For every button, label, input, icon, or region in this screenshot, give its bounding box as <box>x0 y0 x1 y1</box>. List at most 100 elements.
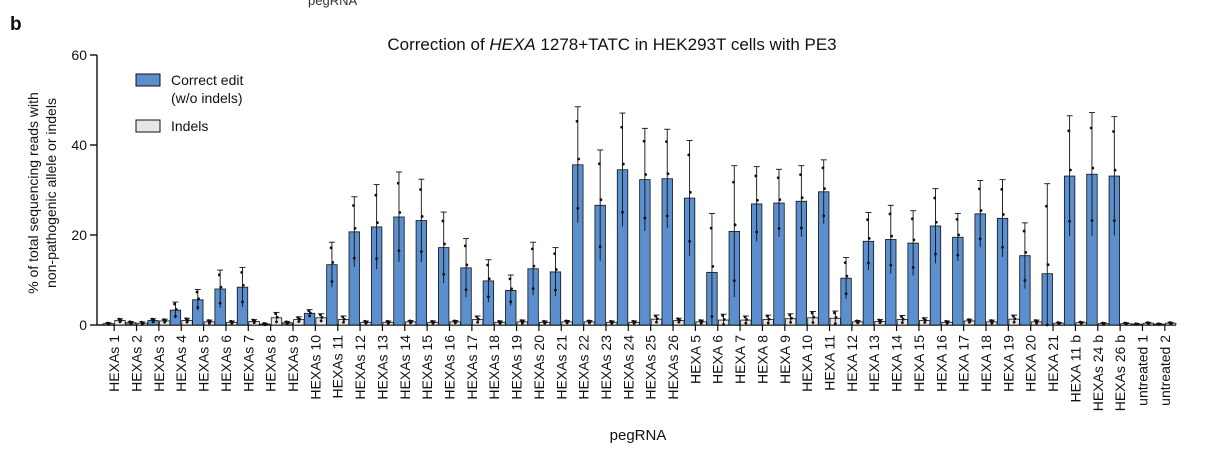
bar-correct-22-point-1 <box>575 119 579 123</box>
bar-correct-34-point-2 <box>844 292 848 296</box>
x-tick-label-37: HEXA 15 <box>911 335 927 392</box>
bar-correct-17-point-2 <box>464 288 468 292</box>
bar-indels-20-point-3 <box>544 320 547 324</box>
bar-indels-4-point-3 <box>186 318 190 322</box>
bar-indels-37-point-3 <box>924 318 927 322</box>
bar-correct-34-point-3 <box>845 274 849 278</box>
bar-indels-8-point-1 <box>274 312 278 316</box>
bar-correct-27-point-3 <box>688 190 692 194</box>
bar-correct-40-point-3 <box>979 209 983 212</box>
bar-indels-5-point-3 <box>208 320 212 324</box>
bar-correct-36-point-2 <box>889 263 893 267</box>
bar-correct-11-point-1 <box>329 246 333 250</box>
bar-correct-41-point-3 <box>1001 213 1005 216</box>
bar-correct-33-point-2 <box>822 214 826 218</box>
bar-indels-23-point-3 <box>611 320 614 324</box>
x-tick-label-29: HEXA 7 <box>732 335 748 384</box>
bar-indels-25-point-2 <box>655 320 658 324</box>
x-tick-label-42: HEXA 20 <box>1023 335 1039 392</box>
bar-correct-25-point-2 <box>643 216 647 220</box>
bar-correct-9-point-3 <box>286 321 290 325</box>
bar-indels-11-point-2 <box>342 320 345 324</box>
bar-correct-2-point-3 <box>130 321 133 325</box>
bar-indels-26-point-3 <box>678 318 682 322</box>
bar-correct-38-point-3 <box>934 220 938 224</box>
x-tick-label-28: HEXA 6 <box>710 335 726 384</box>
x-tick-label-40: HEXA 18 <box>978 335 994 392</box>
x-tick-label-48: untreated 2 <box>1157 335 1173 406</box>
bar-indels-11-point-1 <box>341 315 345 319</box>
x-tick-label-4: HEXAs 4 <box>173 335 189 392</box>
bar-correct-31-point-3 <box>778 198 782 202</box>
bar-indels-24-point-3 <box>633 320 637 324</box>
bar-correct-46-point-2 <box>1112 219 1116 223</box>
bar-indels-30-point-3 <box>767 317 771 321</box>
bar-correct-44-point-3 <box>1069 168 1072 172</box>
bar-correct-43-point-2 <box>1045 323 1049 327</box>
bar-indels-39-point-3 <box>968 319 972 323</box>
bar-correct-38-point-1 <box>933 196 937 200</box>
bar-indels-21-point-3 <box>566 320 570 324</box>
bar-indels-48-point-3 <box>1170 321 1173 325</box>
bar-correct-17-point-3 <box>465 263 469 267</box>
x-tick-label-47: untreated 1 <box>1134 335 1150 406</box>
bar-indels-40-point-3 <box>991 320 994 324</box>
bar-correct-6-point-3 <box>219 285 223 289</box>
bar-indels-8-point-2 <box>275 320 278 324</box>
y-axis-label-line-2: non-pathogenic allele or indels <box>43 98 59 288</box>
bar-correct-23-point-1 <box>597 162 601 166</box>
bar-indels-32-point-1 <box>810 311 814 315</box>
legend-label-indels: Indels <box>171 118 208 134</box>
bar-correct-12-point-1 <box>352 204 355 207</box>
plot-area: 0 20 40 60 HEXAs 1 HEXAs 2 HEXAs 3 HEXAs 4 HEXAs… <box>71 47 1177 411</box>
bar-indels-42-point-3 <box>1035 320 1039 324</box>
bar-indels-9-point-2 <box>297 320 301 324</box>
bar-correct-32-point-1 <box>799 173 802 176</box>
x-tick-label-39: HEXA 17 <box>956 335 972 392</box>
bar-correct-1-point-3 <box>107 322 111 325</box>
bar-correct-35-point-3 <box>867 237 871 240</box>
bar-indels-17-point-3 <box>477 317 480 321</box>
bar-indels-22-point-3 <box>588 320 592 324</box>
bar-indels-11-point-3 <box>342 317 346 321</box>
bar-correct-7-point-1 <box>240 270 244 274</box>
legend-swatch-indels <box>135 119 161 133</box>
bar-indels-17-point-1 <box>475 315 479 319</box>
bar-correct-22-point-2 <box>576 206 580 210</box>
x-tick-label-16: HEXAs 16 <box>441 335 457 400</box>
x-tick-label-25: HEXAs 25 <box>643 335 659 400</box>
x-tick-label-30: HEXA 8 <box>754 335 770 384</box>
x-tick-label-22: HEXAs 22 <box>576 335 592 400</box>
bar-indels-28-point-1 <box>721 314 725 318</box>
x-tick-label-1: HEXAs 1 <box>106 335 122 392</box>
bar-indels-31-point-1 <box>788 313 792 317</box>
bar-correct-30-point-1 <box>754 174 758 178</box>
bar-correct-37-point-1 <box>910 217 914 221</box>
legend-swatch-correct <box>135 73 161 87</box>
bar-indels-27-point-3 <box>700 320 704 324</box>
x-tick-label-23: HEXAs 23 <box>598 335 614 400</box>
y-axis-label-line-1: % of total sequencing reads with <box>25 92 41 294</box>
bar-correct-16-point-1 <box>441 219 445 223</box>
bar-correct-29-point-3 <box>733 223 737 227</box>
x-tick-label-8: HEXAs 8 <box>263 335 279 392</box>
bar-indels-28-point-2 <box>722 323 725 326</box>
bar-correct-42-point-2 <box>1023 278 1027 282</box>
bar-indels-19-point-3 <box>521 320 525 324</box>
x-tick-label-44: HEXA 11 b <box>1067 335 1083 403</box>
bar-correct-21-point-1 <box>553 252 557 256</box>
bar-indels-29-point-3 <box>745 318 749 322</box>
bar-indels-30-point-2 <box>766 321 770 325</box>
bar-indels-33-point-3 <box>834 316 838 319</box>
bar-correct-4-point-3 <box>174 307 178 311</box>
x-tick-label-11: HEXAs 11 <box>330 335 346 399</box>
x-tick-label-34: HEXA 12 <box>844 335 860 392</box>
x-tick-label-43: HEXA 21 <box>1045 335 1061 392</box>
bar-indels-46-point-3 <box>1125 322 1129 325</box>
bar-correct-23-point-3 <box>599 198 603 202</box>
bar-correct-30-point-3 <box>756 198 759 202</box>
bar-correct-39-point-1 <box>955 217 959 221</box>
bar-correct-32-point-3 <box>800 196 804 200</box>
bar-correct-25-point-1 <box>642 139 646 143</box>
bar-correct-36-point-3 <box>890 234 893 238</box>
